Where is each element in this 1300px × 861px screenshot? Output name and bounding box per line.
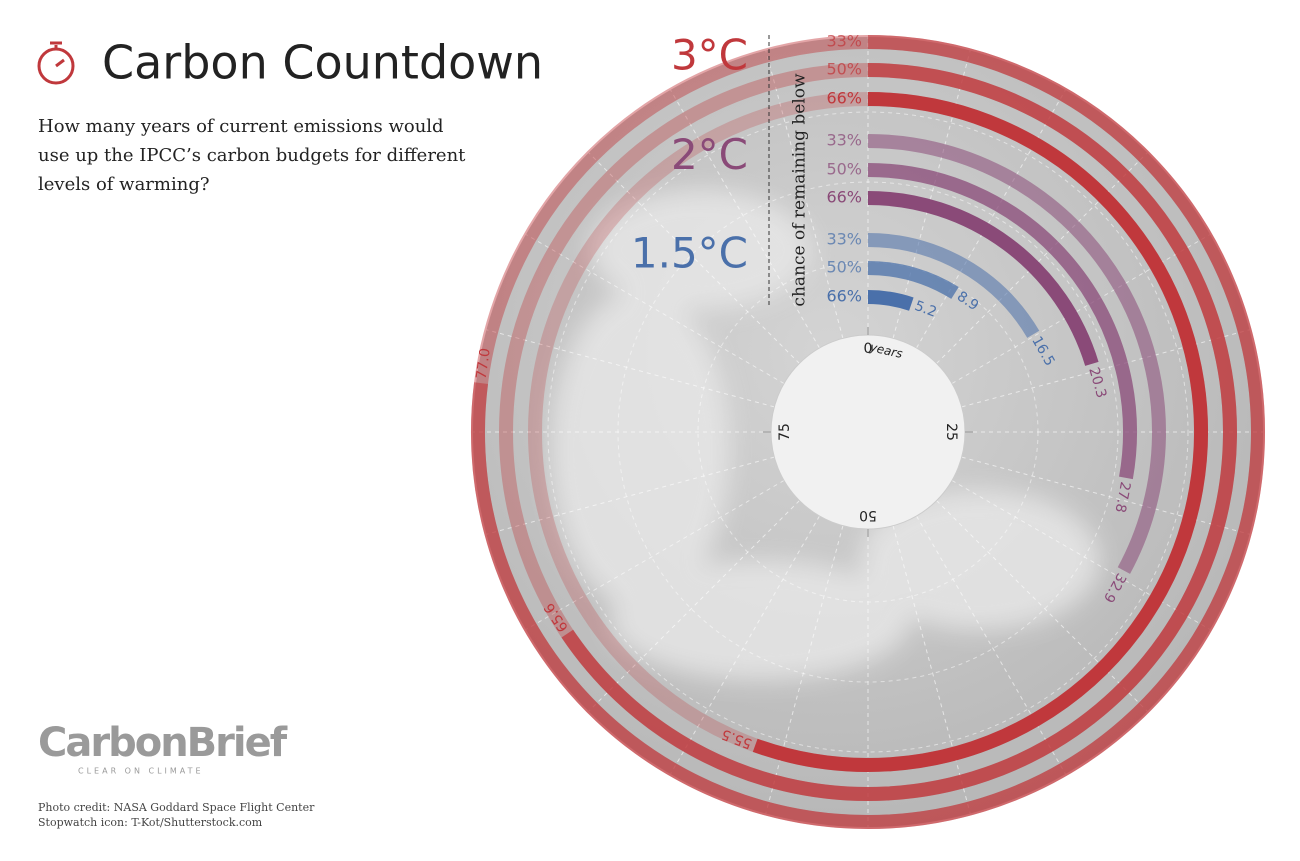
radial-grid — [892, 525, 971, 814]
legend-label: 66% — [826, 188, 862, 207]
radial-grid — [961, 329, 1250, 408]
bar — [867, 233, 1040, 338]
group-label: 1.5°C — [631, 229, 748, 278]
value-label: 27.8 — [1111, 480, 1133, 514]
legend-label: 33% — [826, 230, 862, 249]
radial-grid — [670, 89, 820, 349]
ring-grid — [617, 181, 1119, 683]
bar — [752, 92, 1208, 772]
legend-label: 66% — [826, 89, 862, 108]
logo-tagline: CLEAR ON CLIMATE — [78, 767, 204, 776]
value-label: 5.2 — [912, 298, 938, 321]
radial-grid — [916, 89, 1066, 349]
subtitle: How many years of current emissions woul… — [38, 116, 466, 195]
bar — [867, 191, 1099, 366]
bar — [561, 63, 1237, 801]
bar — [867, 163, 1137, 480]
credit: Photo credit: NASA Goddard Space Flight … — [38, 801, 315, 814]
radial-grid — [588, 152, 800, 364]
legend-title: chance of remaining below — [790, 73, 810, 307]
bar — [867, 290, 914, 311]
legend-label: 33% — [826, 32, 862, 51]
ring-grid — [547, 111, 1189, 753]
radial-grid — [670, 515, 820, 775]
stopwatch-icon — [37, 41, 75, 85]
legend-label: 50% — [826, 60, 862, 79]
credit: Stopwatch icon: T-Kot/Shutterstock.com — [38, 816, 263, 829]
radial-grid — [936, 152, 1148, 364]
radial-grid — [951, 480, 1211, 630]
radial-grid — [525, 480, 785, 630]
inner-circle — [770, 334, 966, 530]
tick-label: 75 — [777, 423, 793, 441]
group-label: 2°C — [671, 130, 748, 179]
radial-grid — [951, 234, 1211, 384]
legend-label: 50% — [826, 258, 862, 277]
tick-label: 25 — [943, 423, 959, 441]
tick-label: 50 — [859, 507, 877, 523]
bar — [867, 261, 959, 299]
logo: CarbonBrief — [38, 720, 288, 766]
title: Carbon Countdown — [102, 36, 543, 90]
radial-grid — [486, 329, 775, 408]
group-label: 3°C — [671, 31, 748, 80]
legend-label: 50% — [826, 160, 862, 179]
subtitle-box: How many years of current emissions woul… — [38, 116, 466, 195]
radial-grid — [936, 500, 1148, 712]
radial-grid — [765, 525, 844, 814]
radial-grid — [961, 456, 1250, 535]
radial-grid — [588, 500, 800, 712]
tick-label: 0 — [864, 341, 873, 357]
legend-label: 66% — [826, 287, 862, 306]
radial-grid — [486, 456, 775, 535]
radial-grid — [892, 50, 971, 339]
value-label: 77.0 — [474, 347, 494, 380]
radial-grid — [916, 515, 1066, 775]
bar — [471, 35, 1265, 829]
radial-grid — [765, 50, 844, 339]
bar — [867, 134, 1166, 574]
radial-grid — [525, 234, 785, 384]
legend-label: 33% — [826, 131, 862, 150]
